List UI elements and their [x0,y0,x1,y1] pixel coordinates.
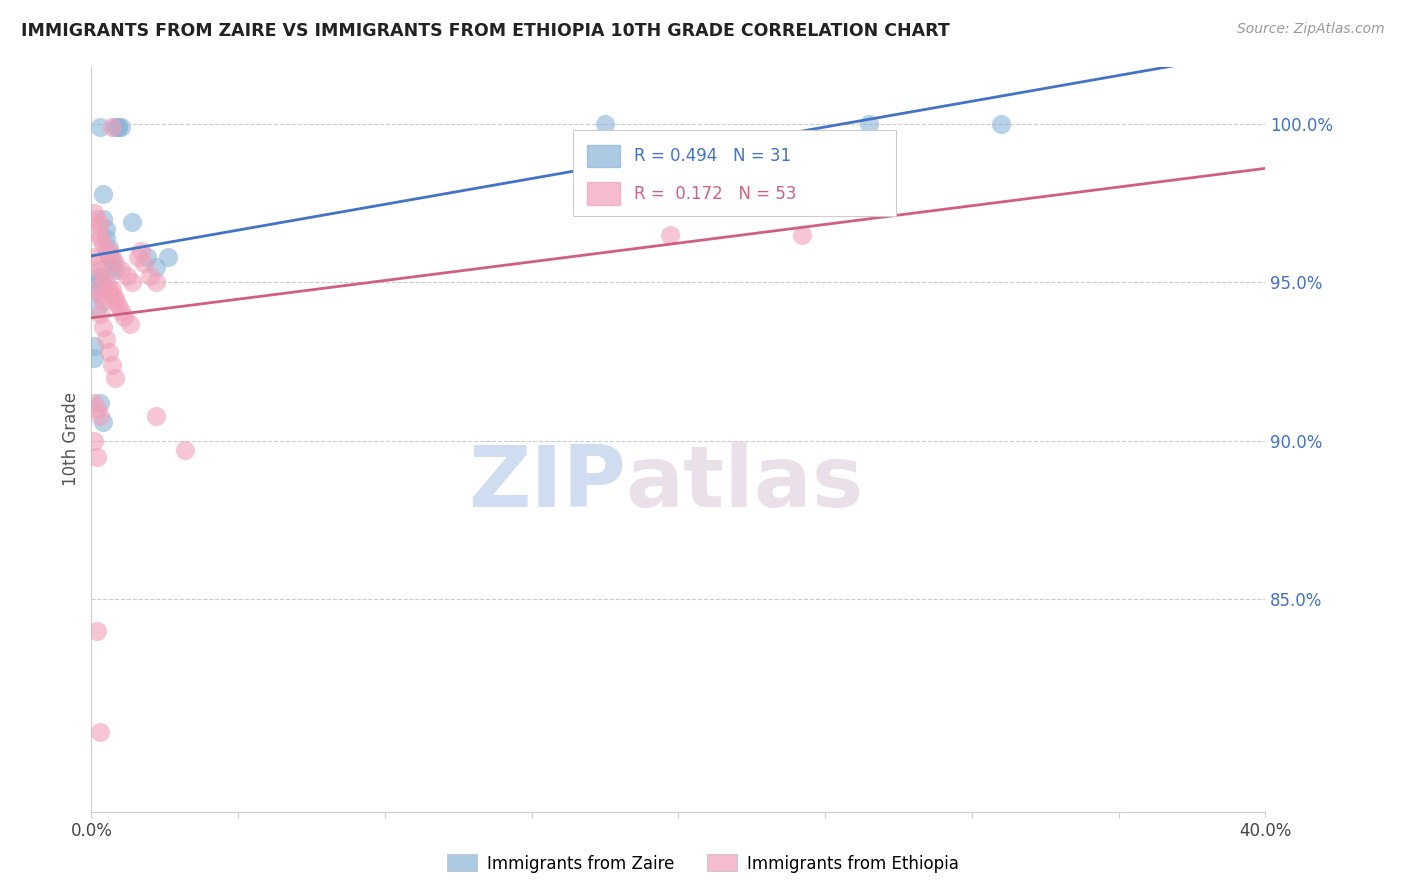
Point [104,294,127,309]
Point [990,117,1012,131]
Point [112,310,135,325]
Point [89,219,111,233]
Point [89,262,111,277]
Point [86,624,108,638]
Text: R = 0.494   N = 31: R = 0.494 N = 31 [634,147,792,165]
Point [86,402,108,417]
Y-axis label: 10th Grade: 10th Grade [62,392,80,486]
Legend: Immigrants from Zaire, Immigrants from Ethiopia: Immigrants from Zaire, Immigrants from E… [440,847,966,880]
Point [107,120,129,135]
Point [89,409,111,423]
Point [593,117,616,131]
Point [86,212,108,227]
Point [89,396,111,410]
Point [83,250,105,264]
Point [98,250,121,264]
Point [91,237,114,252]
Point [121,215,143,229]
Point [156,250,179,264]
Point [104,256,127,270]
Point [110,120,132,135]
Point [91,319,114,334]
Text: atlas: atlas [626,442,863,525]
Point [658,227,681,242]
Point [115,269,138,284]
Text: R =  0.172   N = 53: R = 0.172 N = 53 [634,185,796,202]
Point [139,269,162,284]
Point [104,370,127,384]
Point [145,409,167,423]
Point [83,351,105,366]
Point [790,227,813,242]
Point [98,241,121,255]
Point [91,415,114,429]
Point [101,282,124,296]
Point [134,256,156,270]
Point [101,253,124,268]
Point [101,120,124,135]
Bar [586,145,620,168]
Point [127,250,149,264]
Point [89,231,111,245]
Bar [572,130,896,216]
Point [118,317,141,331]
Point [129,244,152,258]
Point [86,225,108,239]
Point [86,256,108,270]
Point [110,304,132,318]
Point [91,212,114,227]
Point [89,269,111,284]
Point [89,307,111,321]
Point [94,276,117,290]
Point [101,250,124,264]
Point [86,282,108,296]
Point [91,294,114,309]
Point [89,276,111,290]
Point [89,725,111,739]
Point [110,262,132,277]
Point [89,288,111,302]
Point [89,120,111,135]
Point [83,434,105,448]
Point [94,221,117,235]
Point [83,396,105,410]
Point [145,276,167,290]
Point [86,450,108,464]
Point [101,358,124,372]
Point [83,339,105,353]
Bar [586,182,620,204]
Point [91,269,114,284]
Point [98,345,121,359]
Point [101,288,124,302]
Point [91,186,114,201]
Point [104,262,127,277]
Point [174,443,197,458]
Point [858,117,880,131]
Point [94,333,117,347]
Point [91,278,114,293]
Point [145,260,167,274]
Point [101,260,124,274]
Text: ZIP: ZIP [468,442,626,525]
Point [107,120,129,135]
Point [98,282,121,296]
Point [98,244,121,258]
Point [86,301,108,315]
Point [104,120,127,135]
Point [86,285,108,299]
Text: Source: ZipAtlas.com: Source: ZipAtlas.com [1237,22,1385,37]
Point [121,276,143,290]
Point [83,205,105,219]
Point [89,272,111,286]
Point [94,244,117,258]
Point [107,297,129,311]
Text: IMMIGRANTS FROM ZAIRE VS IMMIGRANTS FROM ETHIOPIA 10TH GRADE CORRELATION CHART: IMMIGRANTS FROM ZAIRE VS IMMIGRANTS FROM… [21,22,950,40]
Point [136,250,159,264]
Point [104,291,127,305]
Point [94,231,117,245]
